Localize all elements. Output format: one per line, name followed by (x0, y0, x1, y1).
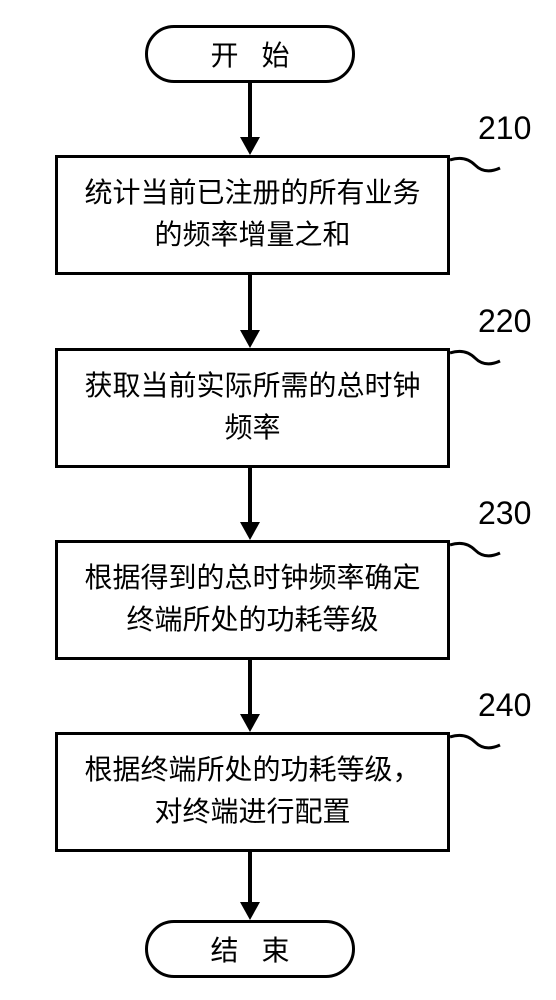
step3-node: 根据得到的总时钟频率确定终端所处的功耗等级 (55, 540, 450, 660)
arrow-4-line (248, 660, 252, 714)
step1-node: 统计当前已注册的所有业务的频率增量之和 (55, 155, 450, 275)
arrow-2-head (240, 330, 260, 348)
arrow-5-head (240, 902, 260, 920)
start-label: 开 始 (210, 34, 297, 74)
step1-ref: 210 (478, 110, 531, 147)
arrow-4-head (240, 714, 260, 732)
step2-node: 获取当前实际所需的总时钟频率 (55, 348, 450, 468)
step4-node: 根据终端所处的功耗等级，对终端进行配置 (55, 732, 450, 852)
step3-ref: 230 (478, 495, 531, 532)
step2-ref: 220 (478, 303, 531, 340)
step3-text: 根据得到的总时钟频率确定终端所处的功耗等级 (78, 558, 427, 642)
start-node: 开 始 (145, 25, 355, 83)
step1-text: 统计当前已注册的所有业务的频率增量之和 (78, 173, 427, 257)
step2-text: 获取当前实际所需的总时钟频率 (78, 366, 427, 450)
arrow-1-line (248, 83, 252, 137)
arrow-3-line (248, 468, 252, 522)
arrow-2-line (248, 275, 252, 330)
end-node: 结 束 (145, 920, 355, 978)
arrow-1-head (240, 137, 260, 155)
end-label: 结 束 (210, 929, 297, 969)
arrow-5-line (248, 852, 252, 902)
step4-ref: 240 (478, 687, 531, 724)
step4-text: 根据终端所处的功耗等级，对终端进行配置 (78, 750, 427, 834)
arrow-3-head (240, 522, 260, 540)
flowchart-container: 开 始 统计当前已注册的所有业务的频率增量之和 210 获取当前实际所需的总时钟… (0, 0, 556, 1000)
